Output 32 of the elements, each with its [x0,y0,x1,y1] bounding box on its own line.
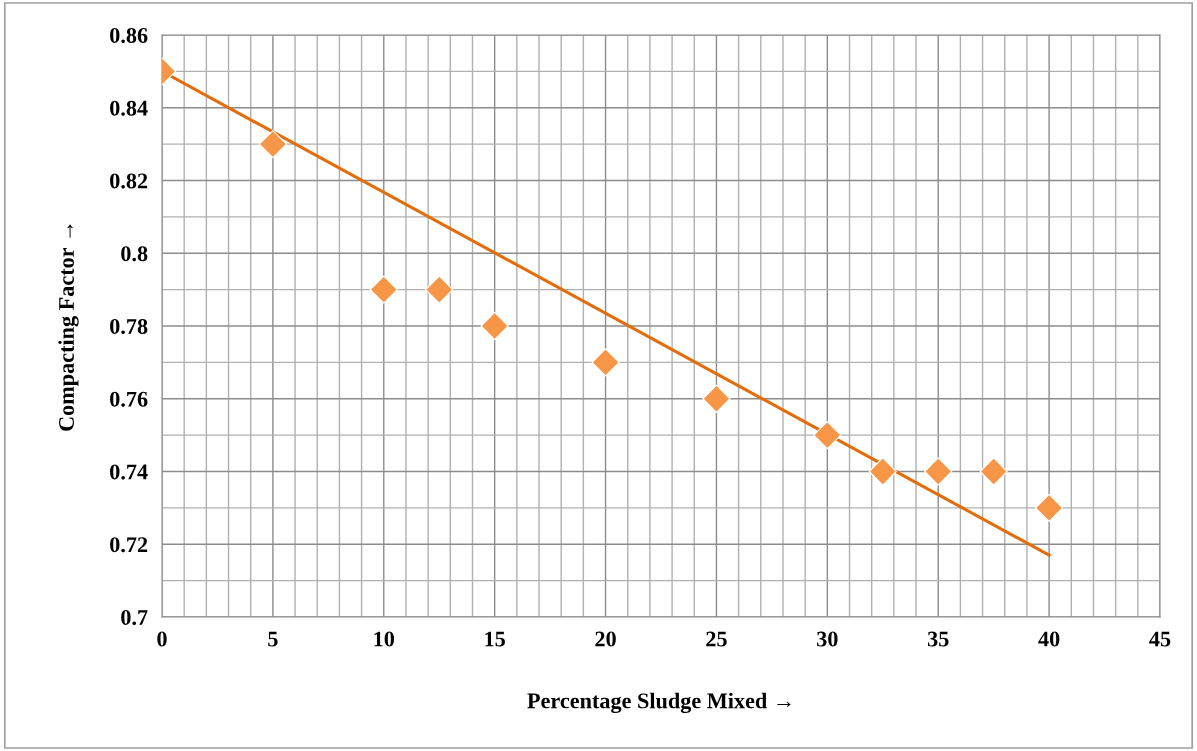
y-tick-label: 0.8 [121,246,148,262]
x-tick-label: 30 [817,631,838,647]
x-tick-label: 0 [157,631,167,647]
point [924,457,953,486]
y-tick-label: 0.76 [110,391,148,407]
x-axis-title: Percentage Sludge Mixed → [527,692,791,714]
y-tick-label: 0.7 [121,609,148,626]
x-tick-label: 45 [1149,631,1171,647]
point [868,457,897,486]
point [702,384,731,413]
point [979,457,1008,486]
y-tick-label: 0.86 [110,27,148,44]
y-tick-label: 0.78 [110,318,148,335]
x-tick-label: 40 [1038,631,1060,647]
point [480,311,509,341]
x-tick-label: 10 [374,631,395,647]
x-tick-label: 20 [595,631,616,647]
point [1035,493,1064,522]
x-tick-label: 25 [706,631,727,647]
x-tick-label: 35 [927,631,949,647]
y-tick-label: 0.72 [110,537,148,553]
point [258,130,287,159]
x-tick-label: 15 [485,631,505,647]
point [591,348,620,377]
y-axis-title: Compacting Factor → [58,224,79,431]
y-tick-label: 0.82 [110,173,148,189]
y-tick-label: 0.74 [110,464,148,480]
y-tick-label: 0.84 [110,100,148,116]
point [369,275,398,304]
x-tick-label: 5 [268,631,278,647]
point [813,421,842,450]
point [425,275,454,304]
